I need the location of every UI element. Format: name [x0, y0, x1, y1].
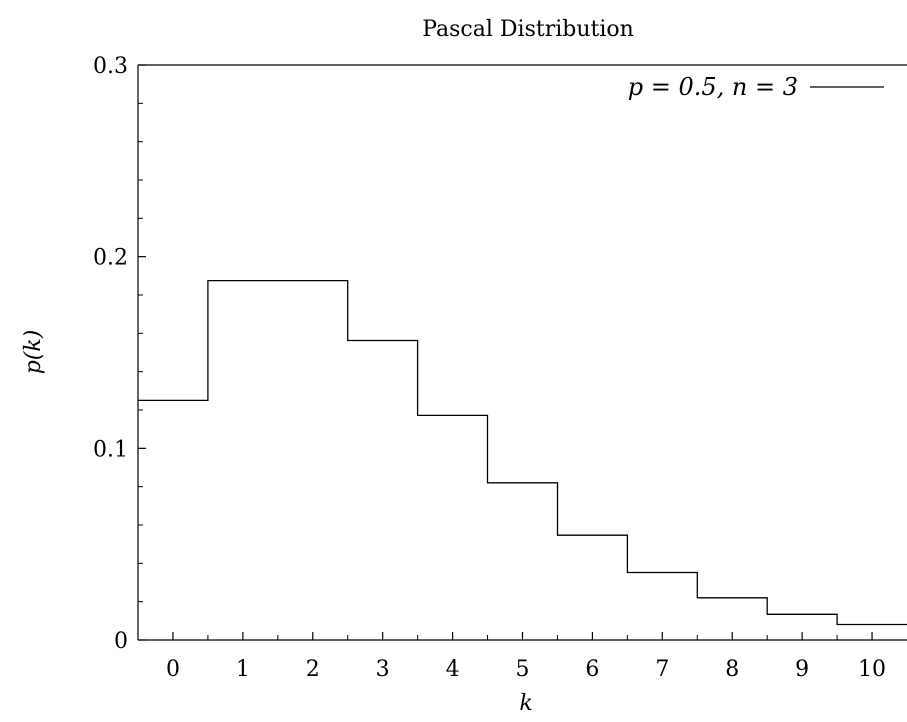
series-step-line: [138, 279, 907, 626]
x-ticks: [172, 632, 873, 640]
x-tick-label: 9: [795, 657, 809, 682]
chart-title: Pascal Distribution: [422, 17, 634, 42]
y-tick-label: 0.1: [93, 437, 128, 462]
y-tick-label: 0.2: [93, 246, 128, 271]
legend-label: p = 0.5, n = 3: [628, 73, 798, 101]
y-tick-labels: 0 0.1 0.2 0.3: [93, 54, 128, 654]
y-tick-label: 0.3: [93, 54, 128, 79]
y-axis-label: p(k): [21, 330, 46, 375]
x-tick-labels: 0 1 2 3 4 5 6 7 8 9 10: [166, 657, 886, 682]
y-ticks: [138, 64, 146, 641]
x-tick-label: 0: [166, 657, 180, 682]
x-tick-label: 1: [236, 657, 250, 682]
x-axis-label: k: [519, 691, 532, 716]
x-tick-label: 10: [858, 657, 886, 682]
x-tick-label: 4: [446, 657, 460, 682]
series-group: [138, 279, 907, 626]
x-tick-label: 7: [655, 657, 669, 682]
legend: p = 0.5, n = 3: [628, 73, 884, 101]
x-tick-label: 8: [725, 657, 739, 682]
x-tick-label: 2: [306, 657, 320, 682]
x-tick-label: 6: [585, 657, 599, 682]
x-tick-label: 3: [376, 657, 390, 682]
y-tick-label: 0: [114, 629, 128, 654]
x-tick-label: 5: [516, 657, 530, 682]
plot-area: [137, 64, 907, 641]
